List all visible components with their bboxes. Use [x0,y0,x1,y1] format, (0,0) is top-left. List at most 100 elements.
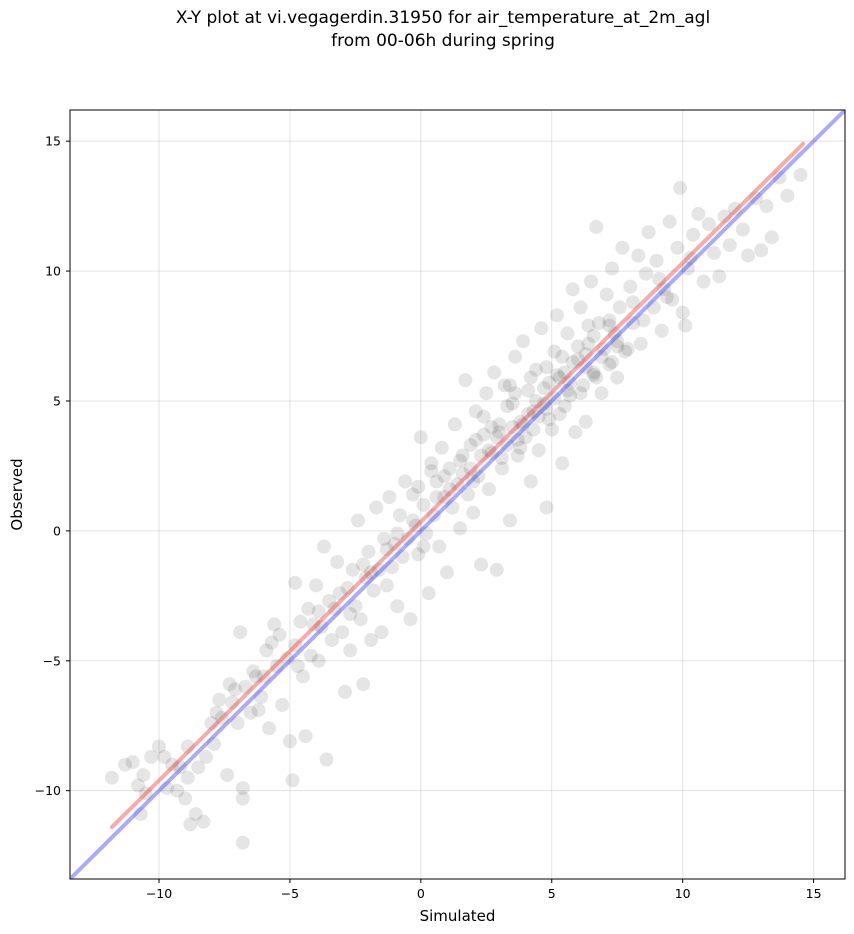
data-point-40 [272,627,287,642]
data-point-157 [586,368,601,382]
data-point-155 [581,336,596,351]
data-point-4 [136,768,151,783]
data-point-106 [453,521,468,536]
data-point-139 [539,500,554,515]
data-point-240 [586,365,601,380]
data-point-238 [539,401,554,416]
data-point-80 [385,560,399,575]
data-point-105 [450,477,465,492]
data-point-47 [293,614,308,629]
data-point-114 [474,557,489,572]
data-point-166 [610,370,625,385]
data-point-184 [675,305,690,320]
data-point-31 [238,679,253,694]
data-point-27 [233,625,248,640]
data-point-159 [591,316,606,330]
data-point-277 [605,355,619,369]
data-point-112 [468,404,483,419]
data-point-172 [631,248,646,263]
data-point-98 [432,539,447,554]
data-point-174 [639,266,653,281]
data-point-219 [529,394,543,408]
data-point-131 [518,430,533,445]
data-point-199 [754,243,769,258]
data-point-237 [513,440,528,455]
data-point-230 [343,607,358,621]
data-point-143 [550,308,564,323]
data-point-258 [578,360,593,375]
data-point-278 [620,342,635,356]
data-point-171 [625,316,640,330]
data-point-132 [521,383,536,398]
data-point-276 [589,370,604,385]
data-point-234 [442,482,457,497]
data-point-48 [296,669,310,684]
data-point-51 [303,648,318,663]
data-point-137 [534,321,549,336]
data-point-272 [526,422,541,437]
data-point-61 [335,625,350,640]
data-point-120 [489,562,504,577]
data-point-9 [165,757,180,772]
y-tick-label-5: 15 [45,134,61,149]
data-point-13 [180,770,195,785]
y-tick-label-3: 5 [53,393,61,408]
data-point-107 [455,448,470,463]
data-point-193 [717,209,732,224]
data-point-211 [332,586,347,601]
data-point-24 [222,677,237,692]
data-point-247 [492,425,507,440]
data-point-33 [246,664,261,679]
y-tick-label-1: −5 [43,653,61,668]
x-tick-label-2: 0 [417,886,425,901]
data-point-243 [660,290,674,305]
data-point-160 [594,386,609,401]
data-point-228 [290,659,305,673]
data-point-117 [481,482,496,497]
data-point-16 [191,760,206,775]
y-tick-label-4: 10 [45,264,61,279]
data-point-88 [406,487,420,502]
data-point-133 [523,474,538,489]
data-point-164 [605,261,619,276]
data-point-176 [646,300,661,315]
data-point-177 [649,253,664,268]
data-point-168 [615,240,630,255]
data-point-200 [759,199,774,214]
data-point-75 [372,562,386,577]
data-point-244 [683,251,698,266]
data-point-79 [382,490,397,505]
data-point-124 [500,438,515,453]
data-point-108 [458,373,473,388]
data-point-46 [288,638,303,653]
scatter-points [104,167,808,850]
x-axis-label: Simulated [420,907,496,925]
x-tick-label-3: 5 [548,886,556,901]
data-point-71 [361,544,376,559]
data-point-99 [434,440,449,455]
data-point-115 [476,427,491,442]
data-point-236 [489,430,504,445]
data-point-282 [411,479,426,494]
data-point-28 [235,781,250,796]
data-point-256 [563,375,578,390]
data-point-165 [607,326,622,341]
data-point-128 [510,448,525,463]
data-point-271 [510,432,525,447]
data-point-260 [594,349,609,364]
data-point-144 [552,407,567,421]
data-point-183 [673,180,688,195]
data-point-210 [306,617,321,632]
data-point-103 [445,500,460,515]
data-point-123 [497,378,512,393]
data-point-62 [337,684,352,699]
data-point-246 [476,409,491,424]
data-point-29 [235,791,250,806]
data-point-242 [636,313,651,328]
data-point-100 [437,490,452,505]
data-point-43 [282,734,297,749]
data-point-25 [227,682,242,697]
data-point-203 [780,188,795,203]
data-point-191 [707,245,722,260]
